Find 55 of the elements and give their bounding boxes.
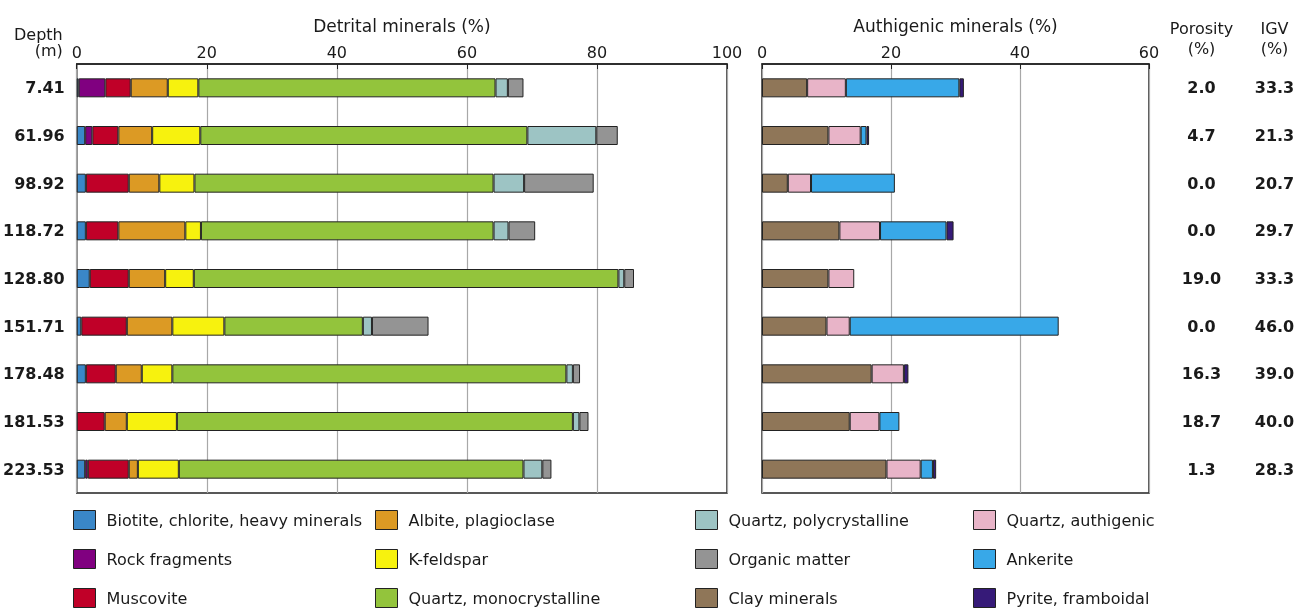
y-tick-label: 128.80 — [2, 269, 65, 288]
legend-label: Quartz, polycrystalline — [728, 510, 909, 530]
legend-label: K-feldspar — [408, 549, 489, 569]
x-tick-label: 60 — [1138, 42, 1160, 62]
x-tick-label: 40 — [326, 42, 348, 62]
data-label: 20.7 — [1254, 173, 1295, 193]
legend-label: Quartz, monocrystalline — [408, 588, 601, 608]
data-label: 33.3 — [1254, 78, 1295, 98]
legend-label: Clay minerals — [728, 588, 838, 608]
y-tick-label: 151.71 — [2, 316, 65, 336]
legend-label: Pyrite, framboidal — [1006, 588, 1150, 608]
x-axis-title: Detrital minerals (%) — [313, 15, 491, 36]
x-tick-label: 100 — [711, 42, 743, 62]
y-tick-label: 98.92 — [14, 173, 65, 193]
data-label: 2.0 — [1187, 78, 1216, 98]
data-label: 1.3 — [1187, 459, 1216, 479]
data-label: 4.7 — [1187, 126, 1216, 145]
x-tick-label: IGV (%) — [1260, 18, 1289, 58]
legend-label: Ankerite — [1006, 549, 1074, 569]
x-tick-label: 0 — [756, 42, 768, 62]
legend-label: Muscovite — [106, 588, 188, 608]
data-label: 39.0 — [1254, 364, 1295, 384]
y-tick-label: 223.53 — [2, 459, 65, 479]
y-axis-title: Depth (m) — [14, 24, 63, 60]
x-tick-label: 20 — [196, 42, 217, 62]
data-label: 19.0 — [1181, 269, 1222, 288]
data-label: 16.3 — [1181, 364, 1222, 384]
data-label: 0.0 — [1187, 221, 1216, 241]
x-axis-title: Authigenic minerals (%) — [853, 15, 1058, 36]
y-tick-label: 181.53 — [2, 412, 65, 431]
data-label: 28.3 — [1254, 459, 1295, 479]
legend-label: Rock fragments — [106, 549, 233, 569]
data-label: 0.0 — [1187, 173, 1216, 193]
legend-label: Organic matter — [728, 549, 851, 569]
data-label: 29.7 — [1254, 221, 1295, 241]
x-tick-label: 0 — [71, 42, 82, 62]
data-label: 33.3 — [1254, 269, 1295, 288]
x-tick-label: 20 — [880, 42, 902, 62]
legend-label: Quartz, authigenic — [1006, 510, 1155, 530]
data-label: 0.0 — [1187, 316, 1216, 336]
y-tick-label: 178.48 — [2, 364, 65, 384]
x-tick-label: Porosity (%) — [1169, 18, 1234, 58]
y-tick-label: 61.96 — [14, 126, 65, 145]
data-label: 21.3 — [1254, 126, 1295, 145]
x-tick-label: 60 — [456, 42, 478, 62]
data-label: 40.0 — [1254, 412, 1295, 431]
legend-label: Biotite, chlorite, heavy minerals — [106, 510, 363, 530]
legend-label: Albite, plagioclase — [408, 510, 555, 530]
x-tick-label: 40 — [1009, 42, 1031, 62]
x-tick-label: 80 — [586, 42, 608, 62]
y-tick-label: 7.41 — [25, 78, 65, 98]
data-label: 46.0 — [1254, 316, 1295, 336]
bar — [76, 459, 86, 479]
y-tick-label: 118.72 — [2, 221, 65, 241]
data-label: 18.7 — [1181, 412, 1222, 431]
